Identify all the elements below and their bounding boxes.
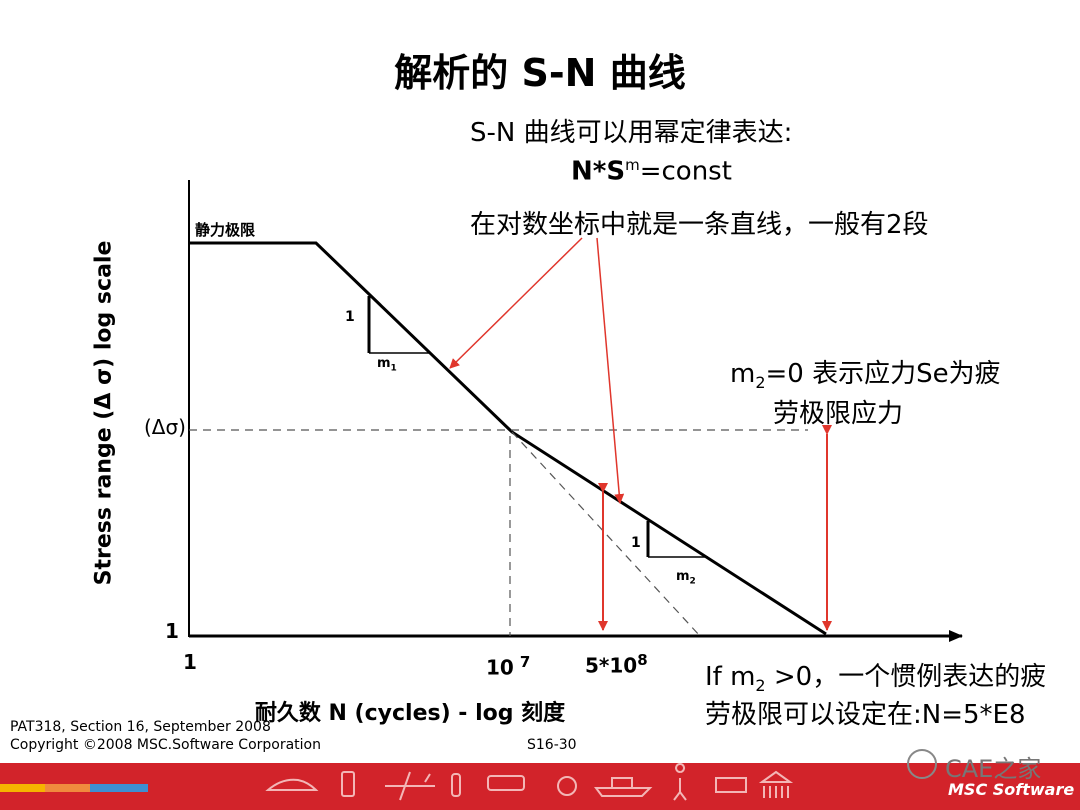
slope-extension — [511, 431, 701, 637]
m2-zero-m: m — [730, 359, 756, 389]
m2-zero-note: m2=0 表示应力Se为疲 — [730, 353, 1001, 392]
slope1-m: m — [377, 356, 391, 371]
phone-icon — [341, 771, 355, 797]
callout-arrow-1 — [449, 237, 583, 369]
x-1e7-label: 10 7 — [486, 653, 530, 680]
log-line-note: 在对数坐标中就是一条直线，一般有2段 — [470, 210, 929, 240]
airplane-icon — [385, 771, 435, 801]
footer-stripe-orange — [45, 784, 90, 792]
slide-title: 解析的 S-N 曲线 — [394, 51, 686, 95]
m2-zero-note-line2: 劳极限应力 — [773, 399, 904, 429]
y-one-label: 1 — [165, 619, 179, 643]
delta-sigma-label: (Δσ) — [144, 415, 186, 439]
course-info: PAT318, Section 16, September 2008 — [10, 719, 271, 735]
slope1-sub: 1 — [390, 363, 397, 374]
x-axis-label: 耐久数 N (cycles) - log 刻度 — [254, 701, 566, 726]
footer-bar — [0, 763, 1080, 810]
person-icon — [673, 763, 687, 801]
formula-n-s: N*S — [571, 156, 626, 187]
footer-stripe-blue — [90, 784, 148, 792]
ship-icon — [594, 777, 653, 797]
m2-positive-note: If m2 >0，一个惯例表达的疲 — [705, 656, 1046, 695]
bottle-icon — [451, 773, 461, 797]
x-1e7-base: 10 — [486, 655, 514, 680]
formula-const: =const — [639, 156, 732, 187]
x-5e8-base: 5*10 — [585, 653, 638, 678]
x-1e7-exp: 7 — [519, 653, 531, 671]
m2-pos-m: If m — [705, 662, 756, 692]
slope1-run-label: m1 — [377, 356, 397, 374]
slope2-sub: 2 — [689, 576, 696, 587]
wechat-icon — [907, 749, 937, 779]
watermark: CAE之家 — [945, 755, 1042, 783]
x-one-label: 1 — [183, 650, 197, 674]
truck-icon — [715, 777, 747, 793]
m2-pos-text: >0，一个惯例表达的疲 — [765, 662, 1047, 692]
m2-pos-sub: 2 — [755, 676, 766, 696]
power-law-note: S-N 曲线可以用幂定律表达: — [470, 118, 793, 148]
page-number: S16-30 — [527, 737, 577, 753]
m2-zero-text: =0 表示应力Se为疲 — [765, 359, 1001, 389]
x-5e8-label: 5*108 — [585, 651, 648, 678]
slope2-run-label: m2 — [676, 569, 696, 587]
formula-exponent: m — [625, 156, 640, 174]
slope1-rise-label: 1 — [345, 309, 355, 325]
building-icon — [758, 770, 794, 798]
target-icon — [557, 776, 577, 796]
callout-arrow-2 — [596, 237, 625, 504]
slope2-m: m — [676, 569, 690, 584]
x-5e8-exp: 8 — [637, 651, 648, 669]
static-limit-label: 静力极限 — [195, 221, 256, 239]
power-law-formula: N*Sm=const — [571, 156, 732, 187]
copyright: Copyright ©2008 MSC.Software Corporation — [10, 737, 321, 753]
footer-stripe-yellow — [0, 784, 45, 792]
train-icon — [487, 775, 525, 791]
car-icon — [265, 778, 319, 791]
m2-zero-sub: 2 — [755, 373, 766, 393]
m2-positive-note-line2: 劳极限可以设定在:N=5*E8 — [705, 700, 1026, 730]
sn-curve — [189, 241, 827, 636]
brand-logo: MSC Software — [948, 780, 1075, 799]
slope2-rise-label: 1 — [631, 535, 641, 551]
